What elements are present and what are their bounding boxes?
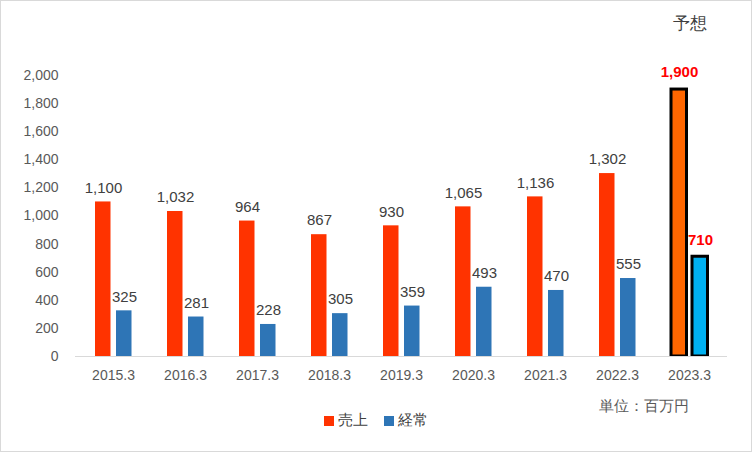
svg-text:470: 470 — [544, 267, 569, 284]
svg-text:1,400: 1,400 — [23, 151, 58, 167]
svg-text:1,200: 1,200 — [23, 179, 58, 195]
svg-text:305: 305 — [328, 290, 353, 307]
svg-text:1,900: 1,900 — [661, 63, 699, 80]
svg-text:600: 600 — [35, 264, 59, 280]
svg-text:867: 867 — [307, 211, 332, 228]
svg-text:800: 800 — [35, 236, 59, 252]
svg-text:2022.3: 2022.3 — [596, 367, 639, 383]
svg-text:2021.3: 2021.3 — [524, 367, 567, 383]
svg-text:2017.3: 2017.3 — [236, 367, 279, 383]
html-text:経常: 経常 — [398, 411, 428, 428]
svg-text:2018.3: 2018.3 — [308, 367, 351, 383]
svg-text:325: 325 — [112, 288, 137, 305]
svg-text:0: 0 — [51, 348, 59, 364]
svg-text:予想: 予想 — [673, 14, 707, 33]
svg-text:2023.3: 2023.3 — [668, 367, 711, 383]
svg-text:228: 228 — [256, 301, 281, 318]
svg-text:1,302: 1,302 — [589, 150, 627, 167]
html-text:単位：百万円: 単位：百万円 — [599, 397, 689, 414]
svg-text:555: 555 — [616, 255, 641, 272]
svg-text:1,065: 1,065 — [445, 184, 483, 201]
svg-text:400: 400 — [35, 292, 59, 308]
svg-text:964: 964 — [235, 198, 260, 215]
svg-text:1,032: 1,032 — [157, 188, 195, 205]
svg-text:2020.3: 2020.3 — [452, 367, 495, 383]
svg-text:281: 281 — [184, 294, 209, 311]
svg-text:200: 200 — [35, 320, 59, 336]
svg-text:1,000: 1,000 — [23, 207, 58, 223]
svg-text:2019.3: 2019.3 — [380, 367, 423, 383]
svg-text:710: 710 — [688, 231, 713, 248]
svg-text:493: 493 — [472, 264, 497, 281]
svg-text:1,136: 1,136 — [517, 174, 555, 191]
svg-text:1,100: 1,100 — [85, 179, 123, 196]
svg-text:2016.3: 2016.3 — [164, 367, 207, 383]
html-text:売上: 売上 — [338, 411, 368, 428]
svg-text:930: 930 — [379, 203, 404, 220]
svg-text:1,800: 1,800 — [23, 95, 58, 111]
svg-text:2015.3: 2015.3 — [92, 367, 135, 383]
svg-text:1,600: 1,600 — [23, 123, 58, 139]
svg-text:2,000: 2,000 — [23, 67, 58, 83]
svg-text:359: 359 — [400, 283, 425, 300]
